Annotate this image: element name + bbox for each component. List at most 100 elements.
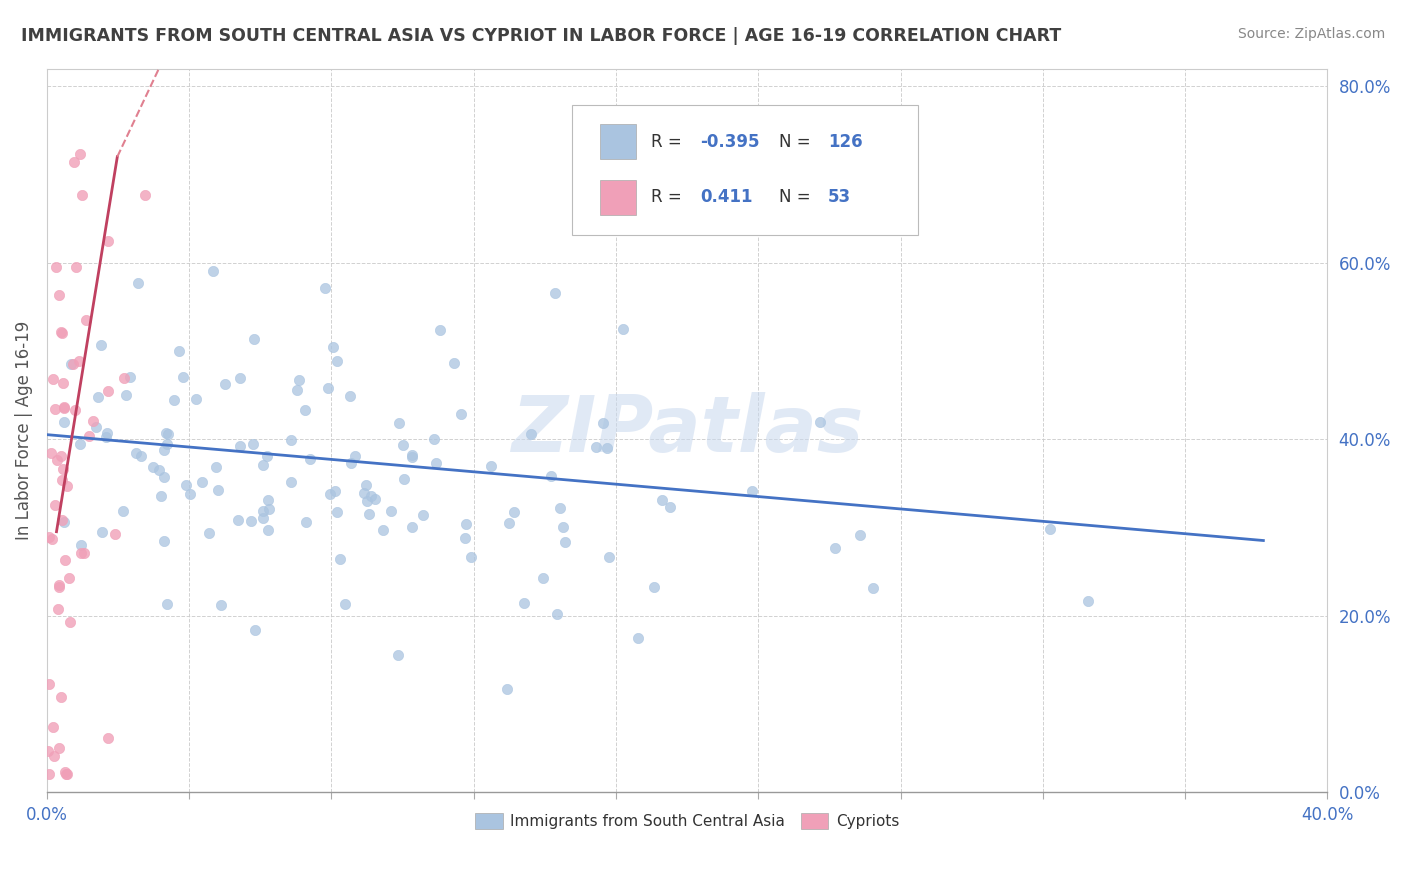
Point xyxy=(152,470,174,484)
Point xyxy=(84,419,107,434)
Point xyxy=(96,426,118,441)
Point xyxy=(598,550,620,565)
Point xyxy=(226,513,249,527)
Point xyxy=(70,538,93,552)
Point xyxy=(49,325,72,339)
Point xyxy=(48,580,70,594)
Point xyxy=(96,731,118,745)
Point xyxy=(209,599,232,613)
Point xyxy=(91,525,114,540)
Point xyxy=(156,437,179,451)
Point xyxy=(48,288,70,302)
FancyBboxPatch shape xyxy=(600,180,636,215)
Point xyxy=(129,450,152,464)
Point xyxy=(425,456,447,470)
Point xyxy=(56,767,79,781)
Point xyxy=(70,546,93,560)
Text: ZIPatlas: ZIPatlas xyxy=(510,392,863,468)
Point xyxy=(340,456,363,470)
Point xyxy=(63,403,86,417)
Point xyxy=(53,401,76,416)
Point xyxy=(329,552,352,566)
Point xyxy=(157,427,180,442)
Point xyxy=(401,520,423,534)
Point xyxy=(82,414,104,428)
Point xyxy=(242,437,264,451)
Point xyxy=(294,403,316,417)
Point xyxy=(87,390,110,404)
Point xyxy=(118,369,141,384)
Point xyxy=(257,493,280,508)
Point xyxy=(596,441,619,455)
Point xyxy=(42,749,65,764)
Point xyxy=(252,458,274,473)
Point xyxy=(90,338,112,352)
Point xyxy=(197,525,219,540)
Point xyxy=(52,376,75,391)
Point xyxy=(353,486,375,500)
Point xyxy=(387,648,409,662)
Point xyxy=(285,384,308,398)
Point xyxy=(548,500,571,515)
Point xyxy=(243,332,266,346)
Text: Source: ZipAtlas.com: Source: ZipAtlas.com xyxy=(1237,27,1385,41)
Point xyxy=(454,516,477,531)
Point xyxy=(104,526,127,541)
Point xyxy=(627,631,650,645)
Point xyxy=(316,381,339,395)
Point xyxy=(152,534,174,549)
Point xyxy=(69,437,91,451)
Point xyxy=(53,552,76,566)
Point xyxy=(51,513,73,527)
Point xyxy=(741,483,763,498)
Point xyxy=(214,376,236,391)
Point xyxy=(553,520,575,534)
Point xyxy=(401,448,423,462)
Point xyxy=(392,472,415,486)
Point xyxy=(612,322,634,336)
Point xyxy=(52,400,75,414)
Point xyxy=(58,571,80,585)
Point xyxy=(280,433,302,447)
Point xyxy=(659,500,682,515)
Point xyxy=(55,478,77,492)
Point xyxy=(115,388,138,402)
Point xyxy=(69,146,91,161)
Y-axis label: In Labor Force | Age 16-19: In Labor Force | Age 16-19 xyxy=(15,320,32,540)
Point xyxy=(97,235,120,249)
Point xyxy=(401,450,423,465)
Point xyxy=(314,281,336,295)
Point xyxy=(49,690,72,704)
Point xyxy=(364,491,387,506)
Point xyxy=(325,505,347,519)
Point xyxy=(359,507,381,521)
Point xyxy=(44,401,66,416)
Text: 0.411: 0.411 xyxy=(700,188,752,206)
Point xyxy=(339,389,361,403)
Text: -0.395: -0.395 xyxy=(700,133,759,151)
Point xyxy=(38,531,60,545)
Point xyxy=(46,602,69,616)
Point xyxy=(172,370,194,384)
Point xyxy=(163,393,186,408)
Point xyxy=(156,597,179,611)
Point xyxy=(360,489,382,503)
Point xyxy=(49,449,72,463)
Point xyxy=(257,523,280,537)
Point xyxy=(111,503,134,517)
Point xyxy=(201,264,224,278)
Point xyxy=(142,460,165,475)
Point xyxy=(127,276,149,290)
Point xyxy=(371,524,394,538)
Point xyxy=(72,188,94,202)
Point xyxy=(112,371,135,385)
Point xyxy=(502,505,524,519)
Point xyxy=(52,415,75,429)
Point xyxy=(45,452,67,467)
Point xyxy=(454,531,477,545)
Point xyxy=(207,483,229,498)
Point xyxy=(243,623,266,637)
Point xyxy=(167,343,190,358)
Point xyxy=(75,313,97,327)
Point xyxy=(53,765,76,780)
